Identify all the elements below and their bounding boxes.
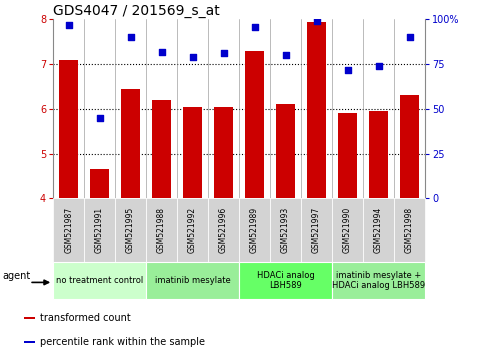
Point bbox=[127, 35, 134, 40]
Text: GSM521988: GSM521988 bbox=[157, 207, 166, 253]
Bar bbox=[208, 198, 239, 262]
Bar bbox=[338, 113, 357, 198]
Bar bbox=[90, 169, 109, 198]
Bar bbox=[146, 198, 177, 262]
Bar bbox=[369, 111, 388, 198]
Bar bbox=[245, 51, 264, 198]
Text: no treatment control: no treatment control bbox=[56, 276, 143, 285]
Point bbox=[220, 51, 227, 56]
Bar bbox=[400, 96, 419, 198]
Text: percentile rank within the sample: percentile rank within the sample bbox=[40, 337, 205, 347]
Bar bbox=[307, 22, 326, 198]
Bar bbox=[276, 104, 295, 198]
Text: GSM521998: GSM521998 bbox=[405, 207, 414, 253]
Bar bbox=[239, 262, 332, 299]
Bar bbox=[59, 60, 78, 198]
Text: agent: agent bbox=[3, 271, 31, 281]
Text: GSM521996: GSM521996 bbox=[219, 207, 228, 253]
Bar bbox=[24, 341, 35, 343]
Bar bbox=[301, 198, 332, 262]
Point bbox=[344, 67, 352, 72]
Text: GSM521987: GSM521987 bbox=[64, 207, 73, 253]
Text: imatinib mesylate: imatinib mesylate bbox=[155, 276, 230, 285]
Text: GSM521994: GSM521994 bbox=[374, 207, 383, 253]
Bar bbox=[53, 262, 146, 299]
Text: GSM521990: GSM521990 bbox=[343, 207, 352, 253]
Text: GSM521997: GSM521997 bbox=[312, 207, 321, 253]
Text: GSM521995: GSM521995 bbox=[126, 207, 135, 253]
Bar bbox=[84, 198, 115, 262]
Bar bbox=[332, 198, 363, 262]
Bar bbox=[177, 198, 208, 262]
Bar bbox=[53, 198, 84, 262]
Point bbox=[96, 115, 103, 121]
Bar bbox=[121, 89, 140, 198]
Text: GDS4047 / 201569_s_at: GDS4047 / 201569_s_at bbox=[53, 5, 220, 18]
Point bbox=[251, 24, 258, 29]
Text: GSM521993: GSM521993 bbox=[281, 207, 290, 253]
Bar bbox=[214, 107, 233, 198]
Bar bbox=[152, 100, 171, 198]
Point bbox=[158, 49, 166, 55]
Text: HDACi analog
LBH589: HDACi analog LBH589 bbox=[256, 271, 314, 290]
Bar bbox=[24, 318, 35, 319]
Point bbox=[375, 63, 383, 69]
Point bbox=[406, 35, 413, 40]
Point bbox=[282, 52, 289, 58]
Text: transformed count: transformed count bbox=[40, 313, 130, 323]
Text: GSM521991: GSM521991 bbox=[95, 207, 104, 253]
Bar bbox=[394, 198, 425, 262]
Bar bbox=[363, 198, 394, 262]
Point bbox=[189, 54, 197, 60]
Bar bbox=[332, 262, 425, 299]
Bar bbox=[184, 107, 202, 198]
Text: imatinib mesylate +
HDACi analog LBH589: imatinib mesylate + HDACi analog LBH589 bbox=[332, 271, 425, 290]
Text: GSM521989: GSM521989 bbox=[250, 207, 259, 253]
Point bbox=[65, 22, 72, 28]
Bar bbox=[270, 198, 301, 262]
Bar bbox=[146, 262, 239, 299]
Text: GSM521992: GSM521992 bbox=[188, 207, 197, 253]
Bar bbox=[239, 198, 270, 262]
Bar bbox=[115, 198, 146, 262]
Point bbox=[313, 18, 320, 24]
